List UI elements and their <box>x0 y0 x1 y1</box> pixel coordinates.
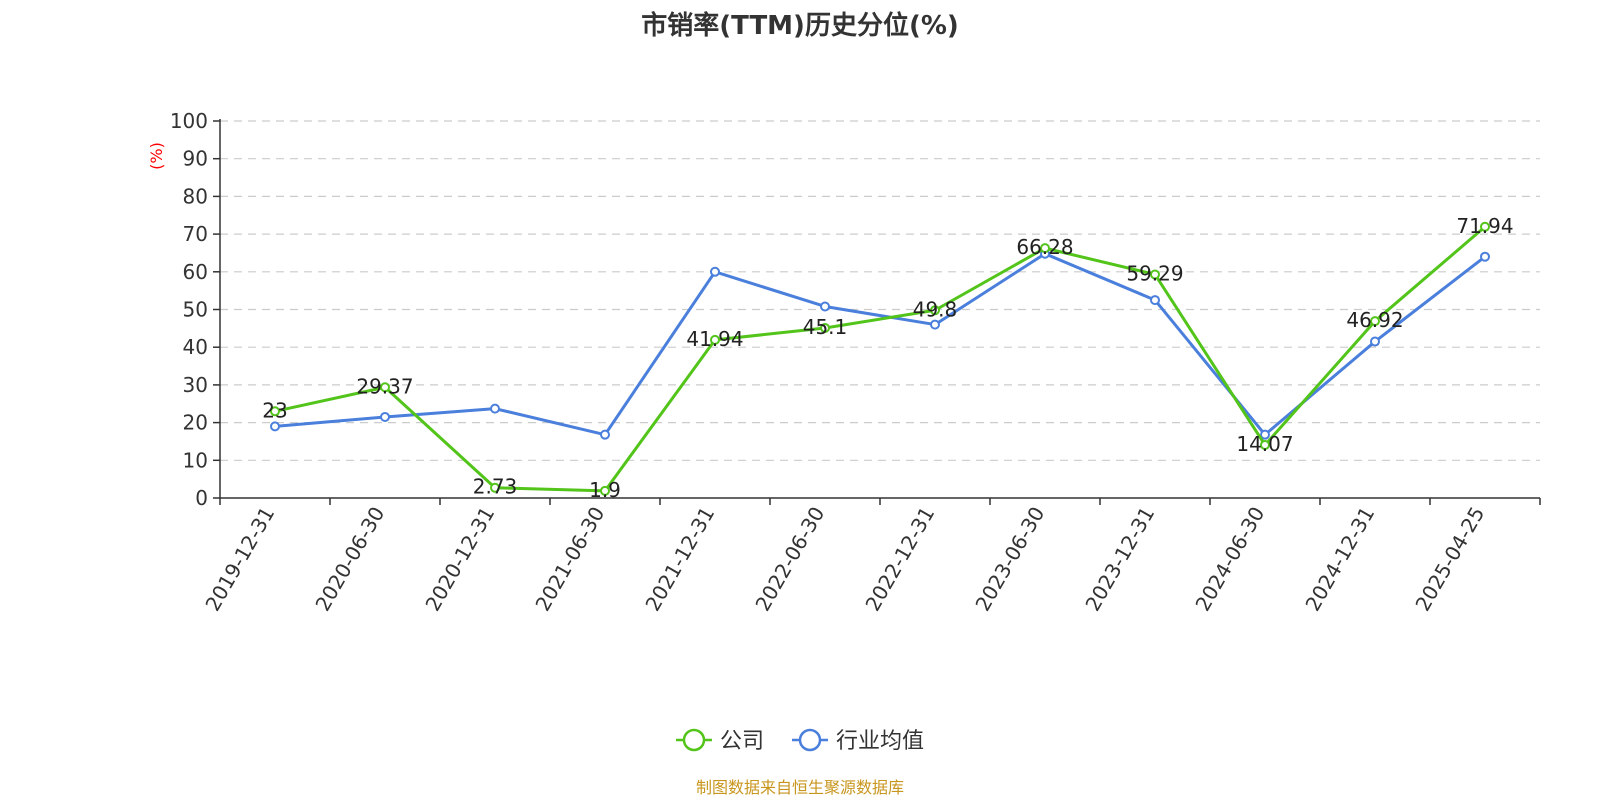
y-tick-label: 20 <box>183 411 208 435</box>
x-tick-label: 2023-12-31 <box>1080 503 1159 616</box>
chart-title: 市销率(TTM)历史分位(%) <box>641 10 959 41</box>
data-point[interactable] <box>820 322 830 333</box>
x-tick-label: 2022-06-30 <box>750 503 829 616</box>
x-tick-label: 2025-04-25 <box>1410 503 1489 616</box>
data-point[interactable] <box>1480 221 1490 232</box>
legend-label: 行业均值 <box>836 729 924 754</box>
data-point[interactable] <box>1150 295 1160 306</box>
source-note: 制图数据来自恒生聚源数据库 <box>696 778 904 797</box>
data-label: 71.94 <box>1456 214 1513 238</box>
data-label: 14.07 <box>1236 432 1293 456</box>
data-label: 1.9 <box>589 478 621 502</box>
x-tick-label: 2024-12-31 <box>1300 503 1379 616</box>
y-tick-label: 10 <box>183 448 208 472</box>
data-point[interactable] <box>1150 269 1160 280</box>
data-point[interactable] <box>1040 243 1050 254</box>
legend-item[interactable]: 行业均值 <box>792 728 924 754</box>
x-tick-label: 2021-06-30 <box>530 503 609 616</box>
y-tick-label: 90 <box>183 147 208 171</box>
data-point[interactable] <box>930 319 940 330</box>
legend[interactable]: 公司 行业均值 <box>675 728 924 754</box>
data-label: 23 <box>262 398 287 422</box>
y-tick-label: 100 <box>170 109 208 133</box>
series-layer <box>270 221 1490 496</box>
data-label: 49.8 <box>913 297 958 321</box>
x-tick-label: 2020-12-31 <box>420 503 499 616</box>
series-line <box>274 225 1486 493</box>
y-tick-label: 70 <box>183 222 208 246</box>
x-tick-label: 2022-12-31 <box>860 503 939 616</box>
series-industry-average <box>270 248 1490 440</box>
data-point[interactable] <box>1480 251 1490 262</box>
data-label: 66.28 <box>1016 235 1073 259</box>
x-tick-label: 2019-12-31 <box>200 503 279 616</box>
data-point[interactable] <box>380 411 390 422</box>
x-tick-label: 2024-06-30 <box>1190 503 1269 616</box>
data-point[interactable] <box>710 266 720 277</box>
data-label: 41.94 <box>686 327 743 351</box>
data-point[interactable] <box>490 403 500 414</box>
x-tick-label: 2020-06-30 <box>310 503 389 616</box>
data-point[interactable] <box>270 406 280 417</box>
data-label: 45.1 <box>803 315 848 339</box>
data-point[interactable] <box>820 301 830 312</box>
axes: 0 10 20 30 40 50 60 70 80 90 100 2019-12-31 2020-06-… <box>170 109 1541 616</box>
data-point[interactable] <box>380 382 390 393</box>
data-label: 2.73 <box>473 475 518 499</box>
y-tick-label: 80 <box>183 184 208 208</box>
series-company <box>270 221 1490 496</box>
x-tick-label: 2021-12-31 <box>640 503 719 616</box>
data-point[interactable] <box>1370 316 1380 327</box>
data-point[interactable] <box>1260 439 1270 450</box>
y-tick-label: 30 <box>183 373 208 397</box>
data-point[interactable] <box>600 485 610 496</box>
data-labels: 23 29.37 2.73 1.9 41.94 45.1 49.8 66.28 59.29 14.… <box>262 214 1513 502</box>
data-point[interactable] <box>600 429 610 440</box>
data-label: 29.37 <box>356 374 413 398</box>
data-point[interactable] <box>490 482 500 493</box>
grid-lines <box>220 120 1540 461</box>
legend-marker-icon <box>682 728 706 752</box>
data-point[interactable] <box>1370 336 1380 347</box>
legend-marker-icon <box>798 728 822 752</box>
y-tick-label: 40 <box>183 335 208 359</box>
x-tick-label: 2023-06-30 <box>970 503 1049 616</box>
data-point[interactable] <box>930 305 940 316</box>
data-point[interactable] <box>1260 429 1270 440</box>
data-point[interactable] <box>710 334 720 345</box>
y-tick-label: 0 <box>195 486 208 510</box>
data-point[interactable] <box>270 421 280 432</box>
y-tick-label: 60 <box>183 260 208 284</box>
data-label: 59.29 <box>1126 261 1183 285</box>
y-axis-unit-label: (%) <box>147 142 166 170</box>
y-tick-label: 50 <box>183 298 208 322</box>
legend-label: 公司 <box>720 729 764 754</box>
legend-item[interactable]: 公司 <box>675 728 764 754</box>
series-line <box>274 252 1486 437</box>
data-label: 46.92 <box>1346 308 1403 332</box>
